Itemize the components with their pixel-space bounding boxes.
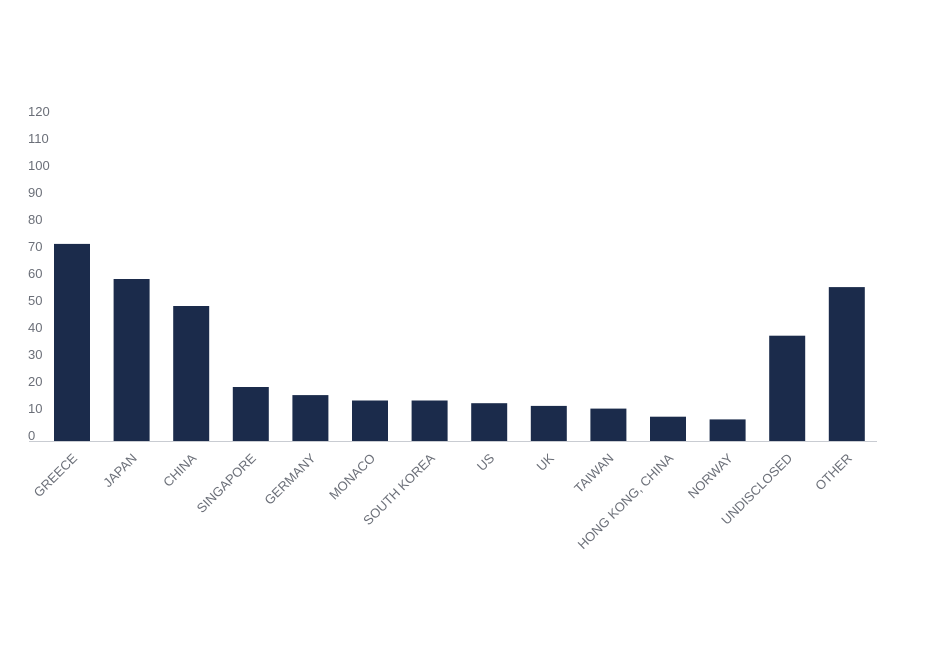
bar xyxy=(590,408,627,441)
x-category-label: US xyxy=(474,450,498,474)
bar xyxy=(173,306,210,441)
bar xyxy=(471,403,508,441)
y-tick-label: 120 xyxy=(28,104,50,119)
bar xyxy=(411,400,448,441)
bar xyxy=(828,287,865,441)
y-tick-label: 20 xyxy=(28,374,42,389)
bar xyxy=(709,419,746,441)
y-tick-label: 100 xyxy=(28,158,50,173)
x-category-label: JAPAN xyxy=(100,451,140,491)
bars-group xyxy=(54,243,865,441)
y-tick-label: 60 xyxy=(28,266,42,281)
y-tick-label: 10 xyxy=(28,401,42,416)
x-category-label: UK xyxy=(534,450,558,474)
y-tick-label: 70 xyxy=(28,239,42,254)
y-tick-label: 30 xyxy=(28,347,42,362)
x-category-label: CHINA xyxy=(160,450,199,489)
bar xyxy=(113,279,150,441)
bar xyxy=(352,400,388,441)
x-category-label: TAIWAN xyxy=(571,451,616,496)
bar xyxy=(54,243,90,441)
x-category-label: NORWAY xyxy=(685,450,736,501)
x-category-label: SINGAPORE xyxy=(194,450,259,515)
bar xyxy=(650,416,686,441)
x-category-label: GERMANY xyxy=(261,450,318,507)
bar xyxy=(769,335,806,441)
bar xyxy=(530,405,567,441)
bar xyxy=(232,387,269,441)
y-axis-ticks: 0 10 20 30 40 50 60 70 80 90 100 110 120 xyxy=(28,104,50,443)
x-category-label: GREECE xyxy=(31,450,81,500)
y-tick-label: 0 xyxy=(28,428,35,443)
x-category-label: MONACO xyxy=(326,451,378,503)
x-category-label: OTHER xyxy=(812,451,855,494)
y-tick-label: 50 xyxy=(28,293,42,308)
y-tick-label: 40 xyxy=(28,320,42,335)
y-tick-label: 90 xyxy=(28,185,42,200)
bar xyxy=(292,395,329,441)
y-tick-label: 80 xyxy=(28,212,42,227)
y-tick-label: 110 xyxy=(28,131,49,146)
